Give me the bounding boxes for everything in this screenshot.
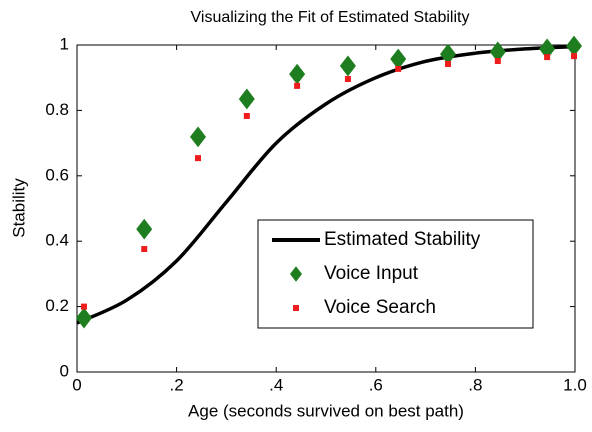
square-point bbox=[494, 58, 501, 65]
x-tick-label: .6 bbox=[369, 375, 383, 394]
legend-label: Voice Search bbox=[324, 297, 436, 318]
square-point bbox=[141, 246, 148, 253]
diamond-point bbox=[190, 126, 207, 148]
legend-label: Voice Input bbox=[324, 263, 419, 284]
x-axis-label: Age (seconds survived on best path) bbox=[188, 401, 464, 420]
diamond-point bbox=[289, 63, 306, 85]
square-point bbox=[80, 303, 87, 310]
x-tick-label: .4 bbox=[269, 375, 283, 394]
x-tick-label: .8 bbox=[468, 375, 482, 394]
square-point bbox=[294, 82, 301, 89]
y-tick-label: 0.2 bbox=[45, 296, 69, 315]
diamond-point bbox=[489, 41, 506, 63]
x-tick-label: .2 bbox=[170, 375, 184, 394]
y-tick-label: 0.4 bbox=[45, 231, 69, 250]
diamond-point bbox=[136, 218, 153, 240]
diamond-point bbox=[238, 88, 255, 110]
diamond-point bbox=[539, 38, 556, 60]
legend-box bbox=[257, 219, 534, 329]
legend-swatch bbox=[290, 266, 302, 282]
square-point bbox=[445, 60, 452, 67]
y-tick-label: 0 bbox=[60, 361, 69, 380]
y-tick-label: 0.8 bbox=[45, 100, 69, 119]
square-point bbox=[544, 54, 551, 61]
diamond-point bbox=[390, 48, 407, 70]
legend-swatch bbox=[293, 305, 299, 311]
y-tick-label: 0.6 bbox=[45, 165, 69, 184]
diamond-point bbox=[339, 55, 356, 77]
chart-title: Visualizing the Fit of Estimated Stabili… bbox=[191, 9, 470, 26]
square-point bbox=[571, 53, 578, 60]
diamond-point bbox=[75, 307, 92, 329]
x-tick-label: 1.0 bbox=[563, 375, 587, 394]
legend-label: Estimated Stability bbox=[324, 229, 481, 250]
diamond-point bbox=[440, 43, 457, 65]
plot-frame bbox=[76, 44, 576, 373]
square-point bbox=[243, 112, 250, 119]
x-tick-label: 0 bbox=[72, 375, 81, 394]
diamond-point bbox=[566, 35, 583, 57]
fit-line bbox=[76, 44, 576, 325]
y-axis-label: Stability bbox=[9, 178, 28, 238]
square-point bbox=[395, 65, 402, 72]
y-tick-label: 1 bbox=[60, 34, 69, 53]
square-point bbox=[195, 155, 202, 162]
square-point bbox=[344, 76, 351, 83]
